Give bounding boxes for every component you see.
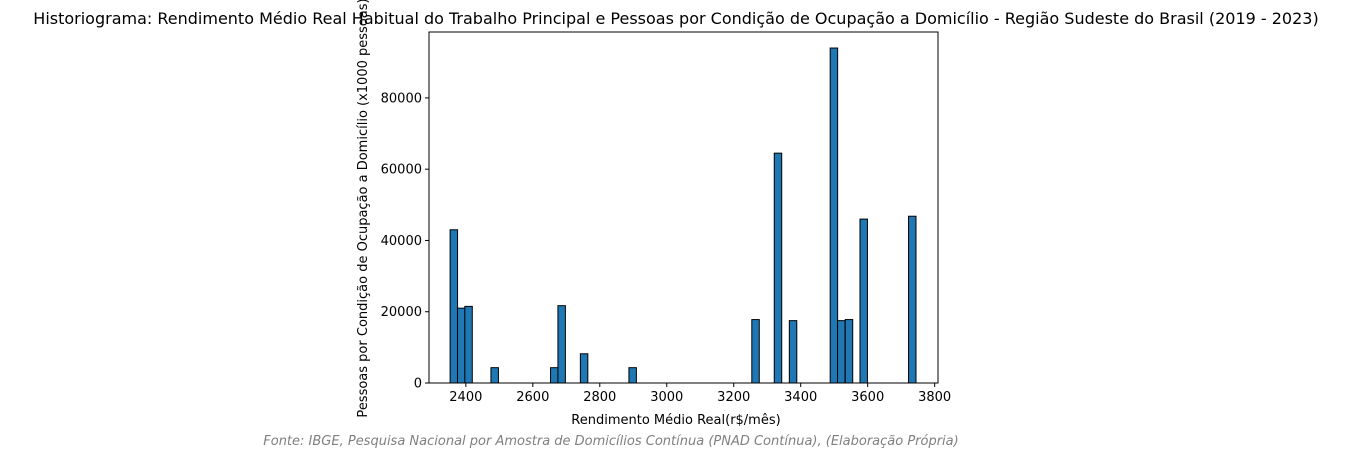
plot-frame xyxy=(428,31,939,384)
histogram-bar xyxy=(837,320,846,384)
histogram-bar xyxy=(788,320,798,384)
y-tick-label: 20000 xyxy=(381,305,422,320)
x-axis-label: Rendimento Médio Real(r$/mês) xyxy=(571,413,780,428)
histogram-bar xyxy=(829,47,839,384)
plot-area xyxy=(428,31,939,384)
x-tick-label: 3200 xyxy=(717,390,750,405)
x-tick-label: 2800 xyxy=(583,390,616,405)
histogram-bar xyxy=(490,367,499,384)
y-tick-label: 40000 xyxy=(381,234,422,249)
histogram-bar xyxy=(557,305,566,384)
x-axis-ticks: 2400 2600 2800 3000 3200 3400 3600 3800 xyxy=(449,383,951,405)
histogram-bar xyxy=(844,319,854,384)
y-tick-label: 0 xyxy=(414,377,422,392)
x-tick-label: 2600 xyxy=(516,390,549,405)
y-axis-ticks: 0 20000 40000 60000 80000 xyxy=(381,91,429,392)
chart-title: Historiograma: Rendimento Médio Real Hab… xyxy=(33,9,1318,28)
y-tick-label: 80000 xyxy=(381,91,422,106)
histogram-bar xyxy=(773,152,783,384)
histogram-bar xyxy=(550,367,559,384)
bars-group xyxy=(449,47,917,384)
histogram-bar xyxy=(751,319,760,384)
x-tick-label: 3000 xyxy=(650,390,683,405)
x-tick-label: 2400 xyxy=(449,390,482,405)
histogram-bar xyxy=(908,215,917,384)
x-tick-label: 3800 xyxy=(918,390,951,405)
histogram-bar xyxy=(628,367,637,384)
histogram-bar xyxy=(579,353,589,384)
histogram-bar xyxy=(456,307,466,384)
histogram-bar xyxy=(464,305,473,384)
histogram-bar xyxy=(859,218,868,384)
source-footnote: Fonte: IBGE, Pesquisa Nacional por Amost… xyxy=(263,434,958,449)
x-tick-label: 3400 xyxy=(784,390,817,405)
y-tick-label: 60000 xyxy=(381,163,422,178)
y-axis-label: Pessoas por Condição de Ocupação a Domic… xyxy=(356,0,371,418)
x-tick-label: 3600 xyxy=(851,390,884,405)
histogram-bar xyxy=(449,229,459,384)
